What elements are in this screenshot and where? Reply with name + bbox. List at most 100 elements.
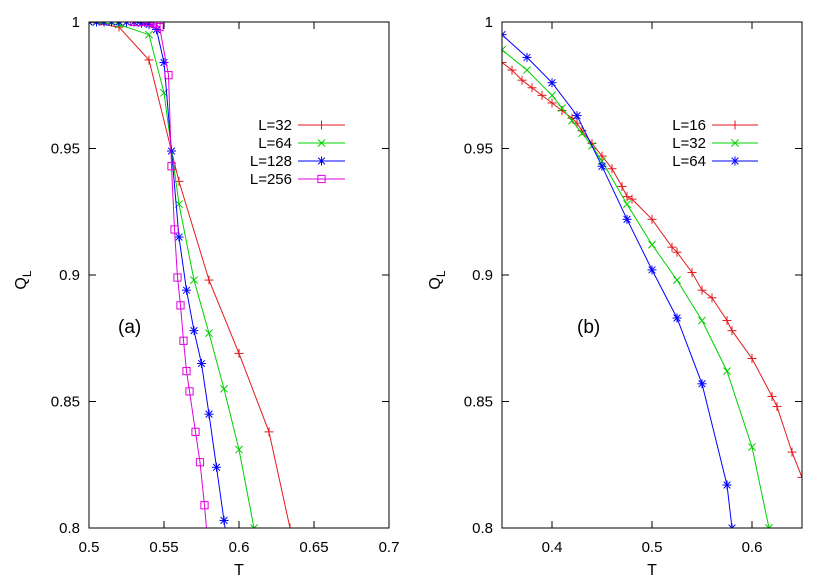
- data-point: [234, 348, 244, 358]
- data-point: [129, 22, 139, 27]
- data-point: [517, 75, 527, 85]
- series-line: [134, 22, 207, 528]
- y-tick-label: 0.85: [464, 394, 493, 411]
- data-point: [235, 445, 243, 454]
- data-point: [89, 22, 94, 27]
- legend-marker: [317, 139, 326, 147]
- plot-area: [89, 22, 295, 544]
- data-point: [502, 30, 507, 40]
- data-point: [672, 247, 682, 257]
- x-tick-label: 0.5: [642, 539, 663, 556]
- data-point: [134, 22, 143, 27]
- legend-item: L=16: [672, 117, 758, 134]
- data-point: [607, 164, 617, 174]
- panel-tag: (a): [118, 317, 141, 338]
- x-axis-label: T: [234, 562, 244, 579]
- data-point: [547, 78, 557, 88]
- y-tick-label: 0.8: [59, 520, 80, 537]
- data-point: [144, 22, 154, 30]
- data-point: [787, 447, 797, 457]
- legend-item: L=32: [672, 135, 758, 152]
- data-point: [170, 225, 179, 234]
- data-point: [191, 427, 200, 436]
- data-point: [197, 359, 206, 369]
- data-point: [204, 409, 214, 419]
- y-tick-label: 0.9: [472, 267, 493, 284]
- y-axis-label-main: Q: [427, 277, 444, 289]
- plot-area: [502, 30, 802, 528]
- data-point: [522, 52, 532, 62]
- legend-label: L=32: [672, 135, 706, 152]
- data-point: [219, 515, 229, 525]
- data-point: [647, 265, 657, 275]
- data-point: [748, 443, 756, 451]
- data-point: [722, 316, 732, 326]
- data-point: [698, 316, 706, 325]
- data-point: [122, 22, 131, 27]
- legend-marker: [730, 156, 740, 166]
- data-point: [647, 214, 657, 224]
- y-axis-label-subscript: L: [20, 270, 34, 277]
- data-point: [697, 379, 707, 389]
- y-tick-label: 0.9: [59, 267, 80, 284]
- data-point: [673, 276, 681, 285]
- data-point: [190, 276, 198, 285]
- legend-item: L=128: [250, 153, 345, 170]
- x-tick-label: 0.6: [742, 539, 763, 556]
- y-axis-label-text: QL: [13, 270, 34, 289]
- data-point: [622, 192, 632, 202]
- data-point: [285, 523, 295, 528]
- legend-label: L=256: [250, 171, 292, 188]
- data-point: [622, 214, 632, 224]
- series-line: [89, 22, 291, 528]
- data-point: [527, 83, 537, 93]
- data-point: [502, 45, 506, 54]
- data-point: [167, 162, 176, 171]
- data-point: [138, 22, 148, 27]
- data-point: [204, 537, 211, 544]
- data-point: [687, 267, 697, 277]
- legend-marker: [730, 120, 740, 130]
- legend-label: L=128: [250, 153, 292, 170]
- series-l32: [502, 45, 773, 528]
- data-point: [129, 22, 139, 27]
- data-point: [648, 240, 656, 249]
- x-tick-label: 0.6: [229, 539, 250, 556]
- data-point: [264, 427, 274, 437]
- data-point: [114, 22, 124, 27]
- series-l32: [89, 22, 295, 528]
- legend-label: L=64: [672, 153, 706, 170]
- y-tick-label: 1: [485, 14, 493, 31]
- legend-marker: [317, 156, 326, 166]
- x-tick-label: 0.65: [299, 539, 328, 556]
- data-point: [722, 480, 732, 490]
- series-line: [502, 49, 770, 528]
- legend-item: L=256: [250, 171, 345, 188]
- data-point: [189, 326, 199, 336]
- data-point: [667, 242, 677, 252]
- series-line: [89, 22, 255, 528]
- data-point: [173, 273, 182, 282]
- data-point: [597, 161, 607, 171]
- data-point: [558, 104, 566, 112]
- data-point: [174, 232, 184, 242]
- data-point: [617, 181, 627, 191]
- data-point: [137, 22, 146, 28]
- data-point: [144, 55, 154, 65]
- y-axis-label: QL: [13, 270, 34, 289]
- y-axis-label-subscript: L: [434, 270, 448, 277]
- legend-label: L=32: [258, 117, 292, 134]
- data-point: [672, 313, 682, 323]
- legend-marker: [317, 174, 326, 184]
- legend-item: L=64: [258, 135, 345, 152]
- data-point: [185, 387, 194, 396]
- data-point: [220, 384, 228, 393]
- data-point: [623, 200, 631, 209]
- data-point: [765, 524, 773, 528]
- y-tick-label: 0.95: [51, 141, 80, 158]
- data-point: [767, 391, 777, 401]
- x-axis-label: T: [647, 562, 657, 579]
